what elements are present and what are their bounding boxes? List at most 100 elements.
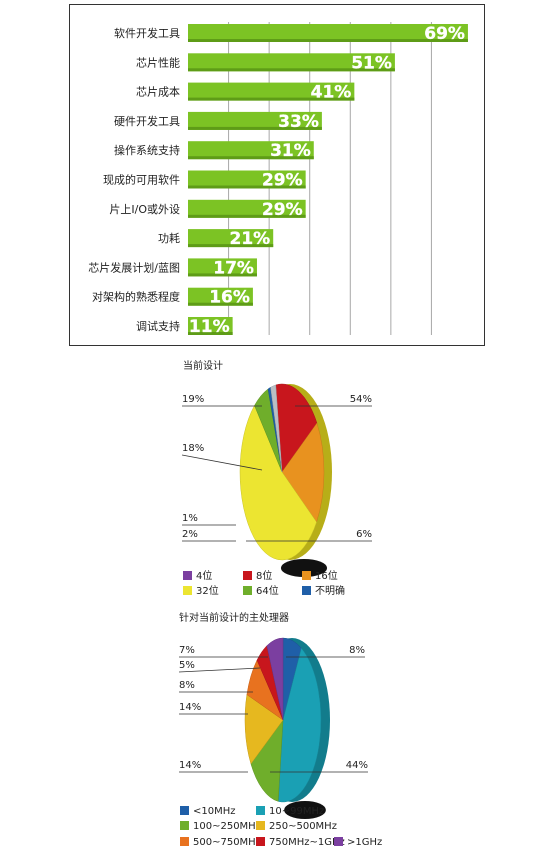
- pie-pct-label: 6%: [356, 529, 372, 540]
- pie-slice: [266, 637, 284, 721]
- bar-value-label: 41%: [311, 83, 352, 103]
- bar-rect: [188, 170, 306, 189]
- legend-item: 500~750MHz: [180, 837, 261, 848]
- legend-swatch: [334, 837, 343, 846]
- bar-category-label: 软件开发工具: [114, 26, 180, 40]
- legend-swatch: [243, 571, 252, 580]
- bar: [188, 229, 274, 248]
- bar-value-label: 29%: [262, 171, 303, 191]
- legend-label: 500~750MHz: [193, 837, 261, 848]
- bar-category-label: 芯片性能: [136, 55, 180, 69]
- bar-shadow: [188, 214, 306, 218]
- bar-category-label: 芯片发展计划/蓝图: [88, 260, 180, 274]
- legend-item: <10MHz: [180, 806, 236, 817]
- legend-label: 8位: [256, 569, 272, 582]
- legend-label: 750MHz~1GHz: [269, 837, 345, 848]
- pie-shadow: [280, 559, 328, 577]
- legend-swatch: [302, 586, 311, 595]
- legend-label: 不明确: [315, 584, 345, 597]
- bar-category-label: 操作系统支持: [114, 143, 180, 157]
- bar-rect: [188, 287, 253, 306]
- pie-slice: [277, 647, 322, 803]
- bar-category-label: 调试支持: [136, 319, 180, 333]
- legend-swatch: [256, 806, 265, 815]
- pie-pct-label: 19%: [182, 394, 204, 405]
- bar-value-label: 51%: [351, 53, 392, 73]
- bar-shadow: [188, 68, 395, 72]
- legend-swatch: [256, 821, 265, 830]
- pie-pct-label: 8%: [349, 645, 365, 656]
- bar: [188, 82, 355, 101]
- bar-chart-frame: [69, 4, 485, 346]
- bar: [188, 317, 233, 335]
- bar-shadow: [188, 302, 253, 306]
- pie-slice: [239, 404, 317, 561]
- bar-category-label: 现成的可用软件: [103, 173, 180, 187]
- legend-label: 250~500MHz: [269, 821, 337, 832]
- bar: [188, 170, 306, 189]
- bar-rect: [188, 229, 274, 248]
- bar-shadow: [188, 97, 355, 101]
- pie-shadow: [284, 801, 326, 819]
- bar-rect: [188, 258, 257, 277]
- bar-value-label: 17%: [213, 258, 254, 278]
- bar-shadow: [188, 332, 233, 335]
- legend-label: 16位: [315, 569, 338, 582]
- bar: [188, 287, 253, 306]
- legend-item: 16位: [302, 569, 338, 582]
- legend-item: 64位: [243, 584, 279, 597]
- legend-item: 250~500MHz: [256, 821, 337, 832]
- bar-shadow: [188, 244, 274, 248]
- legend-label: >1GHz: [347, 837, 382, 848]
- pie-slice: [244, 694, 284, 765]
- legend-item: >1GHz: [334, 837, 382, 848]
- bar-rect: [188, 53, 395, 72]
- bar-rect: [188, 24, 468, 42]
- bar: [188, 24, 468, 42]
- legend-label: 10~99MHz: [269, 806, 324, 817]
- bar-rect: [188, 111, 322, 130]
- legend-item: 4位: [183, 569, 212, 582]
- bar: [188, 53, 395, 72]
- bar-value-label: 16%: [209, 288, 250, 308]
- pie-pct-label: 7%: [179, 645, 195, 656]
- pie-pct-label: 18%: [182, 443, 204, 454]
- legend-swatch: [180, 821, 189, 830]
- bar-shadow: [188, 126, 322, 130]
- bar-rect: [188, 141, 314, 160]
- pie-pct-label: 44%: [346, 760, 368, 771]
- pie-slice: [250, 719, 284, 802]
- bar-rect: [188, 82, 355, 101]
- bar-category-label: 功耗: [158, 232, 180, 245]
- legend-swatch: [183, 586, 192, 595]
- pie-pct-label: 14%: [179, 702, 201, 713]
- legend-swatch: [302, 571, 311, 580]
- bar-value-label: 21%: [229, 229, 270, 249]
- pie-pct-label: 5%: [179, 660, 195, 671]
- bar-rect: [188, 317, 233, 335]
- bar: [188, 258, 257, 277]
- bar-value-label: 33%: [278, 112, 319, 132]
- legend-label: 64位: [256, 584, 279, 597]
- legend-swatch: [183, 571, 192, 580]
- bar-category-label: 对架构的熟悉程度: [92, 290, 180, 304]
- legend-swatch: [243, 586, 252, 595]
- bar-value-label: 29%: [262, 200, 303, 220]
- legend-item: 10~99MHz: [256, 806, 324, 817]
- legend-label: 4位: [196, 569, 212, 582]
- pie-title: 当前设计: [183, 359, 223, 372]
- pie-pct-label: 14%: [179, 760, 201, 771]
- pie-slice: [270, 384, 283, 473]
- bar-category-label: 片上I/O或外设: [109, 203, 180, 216]
- pie-pct-label: 54%: [350, 394, 372, 405]
- legend-swatch: [180, 806, 189, 815]
- bar: [188, 111, 322, 130]
- legend-item: 8位: [243, 569, 272, 582]
- legend-item: 750MHz~1GHz: [256, 837, 345, 848]
- bar-shadow: [188, 273, 257, 277]
- bar-category-label: 芯片成本: [136, 85, 180, 99]
- legend-label: <10MHz: [193, 806, 236, 817]
- pie-pct-label: 2%: [182, 529, 198, 540]
- bar-shadow: [188, 39, 468, 42]
